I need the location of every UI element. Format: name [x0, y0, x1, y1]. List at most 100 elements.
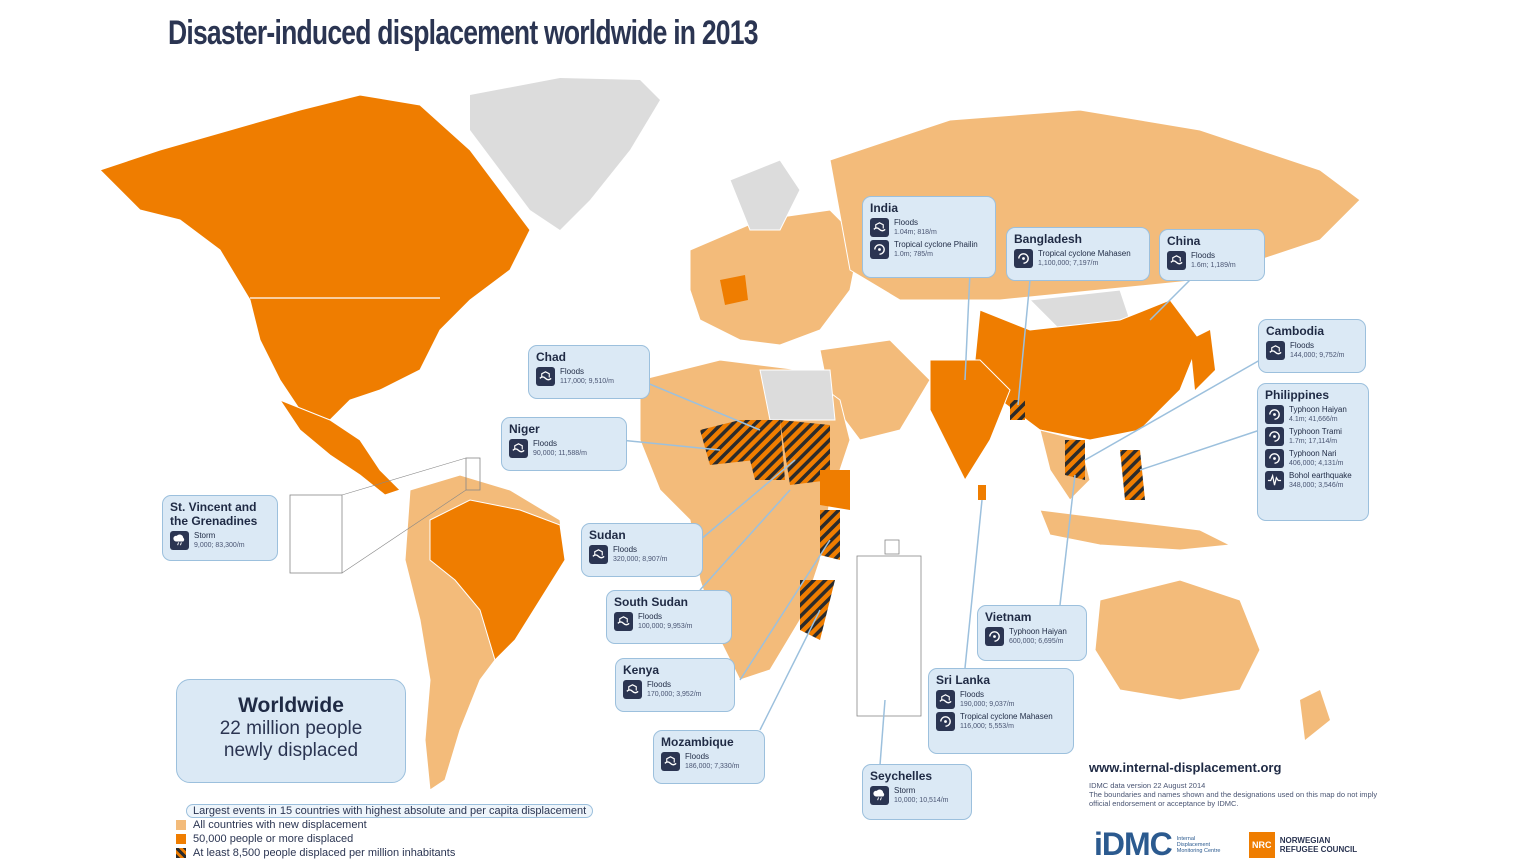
europe-shape: [689, 209, 861, 346]
philippines-shape: [1120, 450, 1145, 500]
callout-country-name: Mozambique: [661, 735, 734, 749]
callout-country-name: China: [1167, 234, 1201, 248]
event-detail: 406,000; 4,131/m: [1289, 460, 1344, 467]
legend-row-callout: Largest events in 15 countries with high…: [176, 804, 594, 818]
flood-icon: [1167, 251, 1186, 270]
worldwide-line-1: 22 million people: [219, 718, 363, 739]
event-detail: 116,000; 5,553/m: [960, 723, 1014, 730]
greenland-shape: [470, 78, 660, 230]
kenya-shape: [820, 510, 840, 560]
flood-icon: [1266, 341, 1285, 360]
callout-south-sudan: South Sudan Floods 100,000; 9,953/m: [606, 590, 732, 644]
callout-mozambique: Mozambique Floods 186,000; 7,330/m: [653, 730, 765, 784]
legend-swatch-dark: [176, 834, 186, 844]
north-america-shape: [99, 94, 531, 421]
flood-icon: [509, 439, 528, 458]
event-detail: 320,000; 8,907/m: [613, 556, 668, 563]
cyclone-icon: [1265, 449, 1284, 468]
cyclone-icon: [985, 627, 1004, 646]
event-detail: 100,000; 9,953/m: [638, 623, 693, 630]
libya-egypt-shape: [759, 369, 836, 421]
callout-st-vincent: St. Vincent and the Grenadines Storm 9,00…: [162, 495, 278, 561]
event-row: Typhoon Nari 406,000; 4,131/m: [1265, 449, 1361, 468]
event-row: Floods 320,000; 8,907/m: [589, 545, 695, 564]
callout-sudan: Sudan Floods 320,000; 8,907/m: [581, 523, 703, 577]
callout-niger: Niger Floods 90,000; 11,588/m: [501, 417, 627, 471]
callout-kenya: Kenya Floods 170,000; 3,952/m: [615, 658, 735, 712]
worldwide-heading: Worldwide: [238, 694, 344, 717]
legend-swatch-striped: [176, 848, 186, 858]
worldwide-summary: Worldwide 22 million people newly displa…: [176, 679, 406, 783]
event-detail: 186,000; 7,330/m: [685, 763, 740, 770]
callout-bangladesh: Bangladesh Tropical cyclone Mahasen 1,100…: [1006, 227, 1150, 281]
event-type: Storm: [894, 786, 916, 795]
source-url[interactable]: www.internal-displacement.org: [1089, 760, 1282, 775]
callout-country-name-line2: the Grenadines: [170, 514, 258, 528]
callout-india: India Floods 1.04m; 818/m Tropical cyclon…: [862, 196, 996, 278]
callout-seychelles: Seychelles Storm 10,000; 10,514/m: [862, 764, 972, 820]
callout-philippines: Philippines Typhoon Haiyan 4.1m; 41,666/m…: [1257, 383, 1369, 521]
ethiopia-shape: [820, 470, 850, 510]
cyclone-icon: [1265, 427, 1284, 446]
event-row: Floods 117,000; 9,510/m: [536, 367, 642, 386]
event-detail: 117,000; 9,510/m: [560, 378, 614, 385]
event-detail: 144,000; 9,752/m: [1290, 352, 1345, 359]
flood-icon: [661, 752, 680, 771]
event-row: Floods 144,000; 9,752/m: [1266, 341, 1358, 360]
event-row: Floods 190,000; 9,037/m: [936, 690, 1066, 709]
source-disclaimer: The boundaries and names shown and the d…: [1089, 790, 1378, 808]
cyclone-icon: [1014, 249, 1033, 268]
event-row: Storm 10,000; 10,514/m: [870, 786, 964, 805]
event-type: Floods: [894, 218, 919, 227]
callout-country-name: Philippines: [1265, 388, 1330, 402]
callout-country-name: India: [870, 201, 899, 215]
legend-row-large: 50,000 people or more displaced: [176, 832, 593, 846]
earthquake-icon: [1265, 471, 1284, 490]
event-type: Floods: [1290, 341, 1315, 350]
legend-callout-label: Largest events in 15 countries with high…: [186, 804, 594, 818]
event-detail: 4.1m; 41,666/m: [1289, 416, 1338, 423]
callout-country-name: Bangladesh: [1014, 232, 1083, 246]
callout-country-name: Chad: [536, 350, 566, 364]
event-detail: 10,000; 10,514/m: [894, 797, 949, 804]
flood-icon: [870, 218, 889, 237]
brazil-shape: [429, 499, 566, 661]
logos: iDMC Internal Displacement Monitoring Ce…: [1094, 826, 1357, 863]
event-type: Typhoon Trami: [1289, 427, 1342, 436]
event-detail: 90,000; 11,588/m: [533, 450, 587, 457]
event-row: Floods 1.04m; 818/m: [870, 218, 988, 237]
new-zealand-shape: [1300, 690, 1330, 740]
callout-cambodia: Cambodia Floods 144,000; 9,752/m: [1258, 319, 1366, 373]
indonesia-shape: [1039, 509, 1232, 551]
event-row: Typhoon Trami 1.7m; 17,114/m: [1265, 427, 1361, 446]
event-type: Floods: [638, 612, 663, 621]
callout-country-name: Cambodia: [1266, 324, 1325, 338]
event-type: Storm: [194, 531, 216, 540]
flood-icon: [589, 545, 608, 564]
event-row: Typhoon Haiyan 4.1m; 41,666/m: [1265, 405, 1361, 424]
event-type: Floods: [1191, 251, 1216, 260]
storm-icon: [170, 531, 189, 550]
nrc-logo: NRC: [1248, 831, 1275, 858]
callout-sri-lanka: Sri Lanka Floods 190,000; 9,037/m Tropica…: [928, 668, 1074, 754]
japan-shape: [1190, 330, 1215, 390]
event-type: Tropical cyclone Mahasen: [1038, 249, 1131, 258]
caribbean-locator: [465, 457, 481, 491]
event-type: Floods: [533, 439, 558, 448]
callout-country-name: Sri Lanka: [936, 673, 991, 687]
event-type: Tropical cyclone Mahasen: [960, 712, 1053, 721]
mozambique-shape: [800, 580, 835, 640]
nrc-name-line-2: REFUGEE COUNCIL: [1279, 844, 1358, 854]
event-row: Tropical cyclone Mahasen 116,000; 5,553/m: [936, 712, 1066, 731]
bangladesh-shape: [1010, 400, 1025, 420]
event-row: Bohol earthquake 348,000; 3,546/m: [1265, 471, 1361, 490]
event-row: Floods 100,000; 9,953/m: [614, 612, 724, 631]
event-row: Storm 9,000; 83,300/m: [170, 531, 270, 550]
callout-country-name: Vietnam: [985, 610, 1032, 624]
worldwide-line-2: newly displaced: [223, 740, 359, 761]
event-detail: 1.0m; 785/m: [894, 251, 933, 258]
callout-country-name: St. Vincent and: [170, 500, 257, 514]
event-row: Tropical cyclone Phailin 1.0m; 785/m: [870, 240, 988, 259]
event-detail: 1.6m; 1,189/m: [1191, 262, 1236, 269]
idmc-logo-subtitle: Internal Displacement Monitoring Centre: [1176, 835, 1221, 854]
